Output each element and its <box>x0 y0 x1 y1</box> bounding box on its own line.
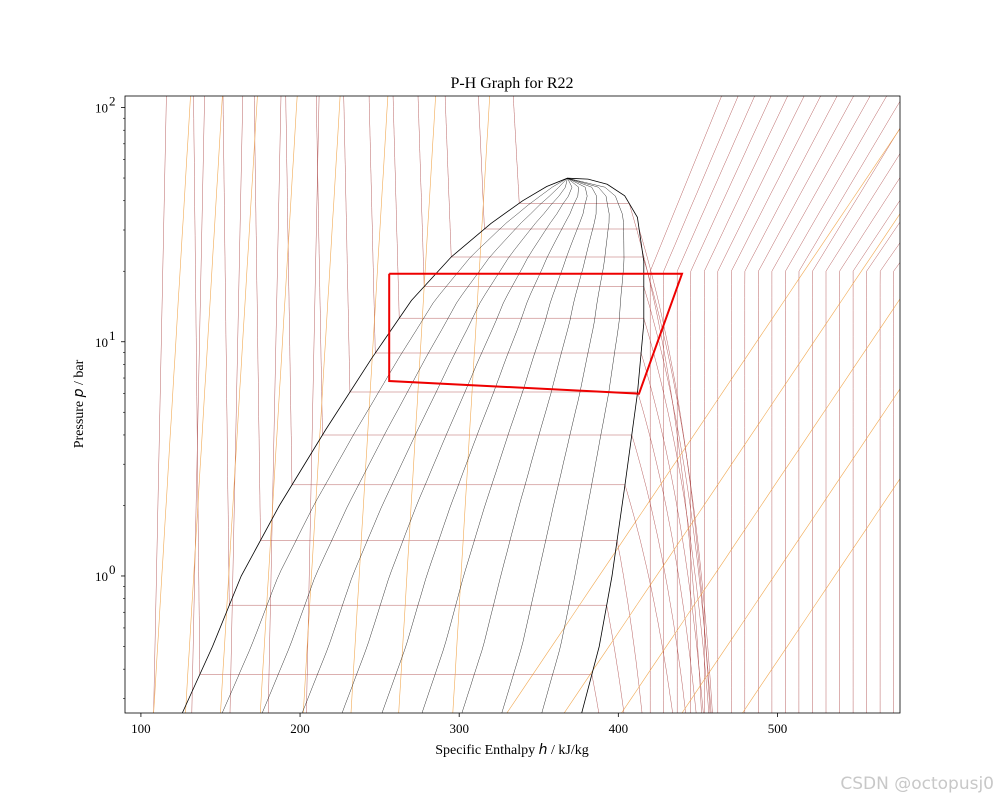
isotherm-line <box>690 96 772 713</box>
isotherm-line <box>839 177 900 713</box>
x-tick-label: 100 <box>131 721 151 736</box>
isotherm-line <box>879 242 900 713</box>
isentrope-line <box>260 96 298 713</box>
isotherm-line <box>663 96 739 713</box>
plot-area <box>153 96 900 713</box>
isotherm-line <box>704 96 788 713</box>
y-tick-exponent: 2 <box>109 94 116 109</box>
isotherm-line <box>267 96 282 713</box>
plot-frame <box>124 95 901 714</box>
refrigeration-cycle <box>388 272 684 395</box>
isentrope-line <box>452 96 490 713</box>
isotherm-line <box>866 221 900 713</box>
isentrope-line <box>398 96 436 713</box>
isotherm-line <box>852 199 900 713</box>
isentrope-line <box>153 96 191 713</box>
saturation-curve <box>181 177 645 713</box>
y-tick-label: 10 <box>95 101 108 116</box>
x-axis-label: Specific Enthalpy h / kJ/kg <box>435 742 589 758</box>
saturation-dome <box>181 177 645 713</box>
chart-title: P-H Graph for R22 <box>450 75 573 92</box>
isotherm-line <box>731 96 821 713</box>
quality-line <box>381 178 579 713</box>
isentrope-group <box>153 96 900 713</box>
isotherm-line <box>153 96 167 713</box>
isentrope-line <box>185 96 223 713</box>
quality-line <box>461 178 597 713</box>
x-tick-label: 200 <box>290 721 310 736</box>
x-tick-label: 300 <box>449 721 469 736</box>
isentrope-line <box>742 478 900 713</box>
isotherm-line <box>744 96 838 713</box>
y-tick-label: 10 <box>95 569 108 584</box>
cycle-group <box>388 272 684 395</box>
x-tick-label: 400 <box>609 721 629 736</box>
watermark: CSDN @octopusj0 <box>840 774 994 794</box>
y-tick-label: 10 <box>95 335 108 350</box>
quality-line <box>341 178 573 713</box>
isotherm-line <box>191 96 205 713</box>
isentrope-line <box>506 128 900 713</box>
quality-line <box>501 178 610 713</box>
y-tick-exponent: 1 <box>109 328 116 343</box>
isentrope-line <box>350 96 389 713</box>
isotherm-line <box>771 96 871 713</box>
y-axis-label: Pressure p / bar <box>71 359 87 448</box>
isotherm-line <box>812 127 900 713</box>
quality-line <box>262 178 568 713</box>
quality-line-group <box>222 178 625 713</box>
isotherm-line <box>798 100 900 713</box>
isotherm-line <box>825 153 900 713</box>
isentrope-line <box>563 213 900 713</box>
isentrope-line <box>621 298 900 713</box>
isotherm-line <box>649 96 722 713</box>
isotherm-line <box>785 96 887 713</box>
isotherm-line <box>717 96 805 713</box>
isotherm-line <box>893 261 900 713</box>
quality-line <box>541 178 625 713</box>
isotherm-line <box>758 96 854 713</box>
isotherm-line <box>229 96 244 713</box>
y-tick-exponent: 0 <box>109 562 116 577</box>
isotherm-line <box>676 96 755 713</box>
quality-line <box>222 178 568 713</box>
x-tick-label: 500 <box>768 721 788 736</box>
x-axis-ticks: 100 200 300 400 500 <box>131 713 787 736</box>
quality-line <box>421 178 588 713</box>
isotherm-line <box>306 96 320 713</box>
isentrope-line <box>681 388 900 713</box>
isentrope-line <box>302 96 341 713</box>
quality-line <box>301 178 568 713</box>
isentrope-line <box>220 96 258 713</box>
